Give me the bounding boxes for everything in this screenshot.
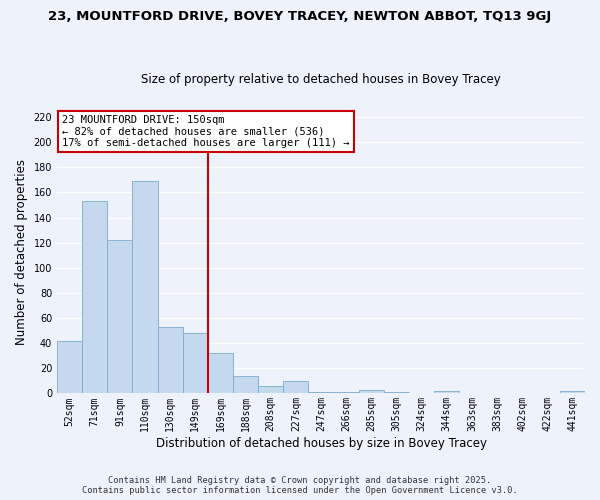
Text: Contains HM Land Registry data © Crown copyright and database right 2025.
Contai: Contains HM Land Registry data © Crown c… [82,476,518,495]
Bar [208,353,233,394]
Bar [359,390,384,394]
Bar [258,386,283,394]
Bar [158,327,183,394]
Text: 23, MOUNTFORD DRIVE, BOVEY TRACEY, NEWTON ABBOT, TQ13 9GJ: 23, MOUNTFORD DRIVE, BOVEY TRACEY, NEWTO… [49,10,551,23]
Bar [82,201,107,394]
Bar [334,392,359,394]
Bar [308,392,334,394]
X-axis label: Distribution of detached houses by size in Bovey Tracey: Distribution of detached houses by size … [155,437,487,450]
Bar [233,376,258,394]
Bar [183,333,208,394]
Bar [560,391,585,394]
Text: 23 MOUNTFORD DRIVE: 150sqm
← 82% of detached houses are smaller (536)
17% of sem: 23 MOUNTFORD DRIVE: 150sqm ← 82% of deta… [62,115,350,148]
Bar [434,391,459,394]
Bar [107,240,133,394]
Title: Size of property relative to detached houses in Bovey Tracey: Size of property relative to detached ho… [141,73,501,86]
Y-axis label: Number of detached properties: Number of detached properties [15,159,28,345]
Bar [57,340,82,394]
Bar [133,181,158,394]
Bar [283,381,308,394]
Bar [384,392,409,394]
